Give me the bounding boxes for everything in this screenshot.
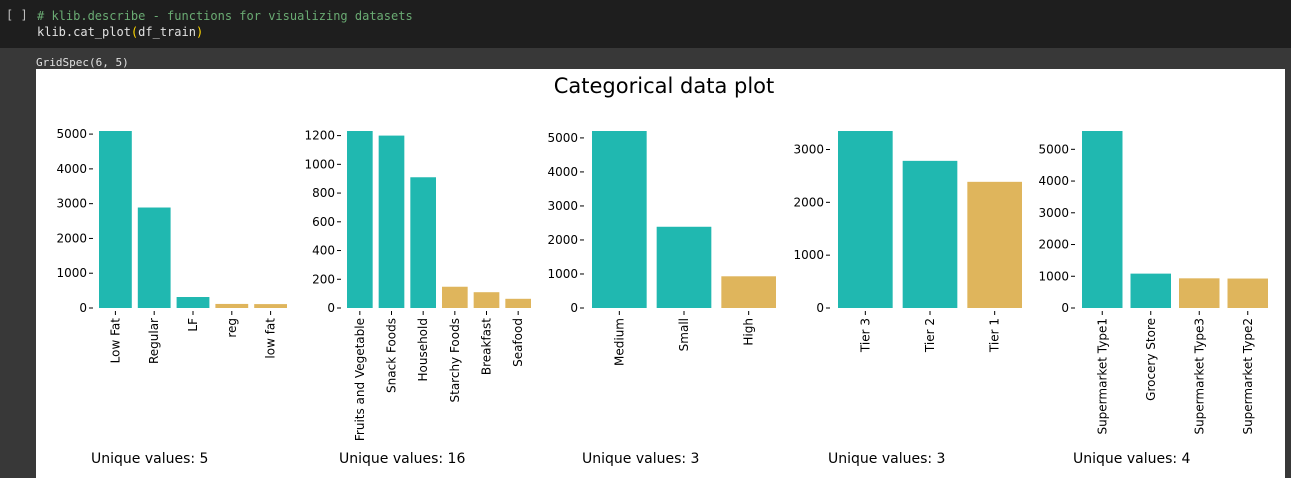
y-tick-label: 4000 bbox=[547, 165, 578, 179]
bar-supermarket-type2 bbox=[1227, 278, 1268, 308]
y-tick-label: 3000 bbox=[793, 142, 824, 156]
y-tick-label: 2000 bbox=[56, 231, 87, 245]
code-paren-open: ( bbox=[130, 25, 139, 39]
bar-medium bbox=[592, 131, 647, 308]
y-tick-label: 0 bbox=[79, 301, 87, 315]
x-tick-label: Household bbox=[416, 318, 430, 382]
y-tick-label: 2000 bbox=[793, 195, 824, 209]
x-tick-label: Fruits and Vegetable bbox=[353, 318, 367, 441]
y-tick-label: 1000 bbox=[1038, 269, 1069, 283]
code-argument: df_train bbox=[138, 25, 196, 39]
bar-lf bbox=[176, 297, 210, 308]
x-tick-label: Snack Foods bbox=[385, 318, 399, 393]
x-tick-label: Grocery Store bbox=[1144, 318, 1158, 401]
code-paren-close: ) bbox=[195, 25, 204, 39]
subplot-2: 0 200 400 600 800 1000 1200 Fruits and Vegetabl… bbox=[304, 129, 531, 467]
unique-values-label: Unique values: 16 bbox=[339, 451, 465, 467]
bar-tier-2 bbox=[902, 160, 958, 308]
subplot-3: 0 1000 2000 3000 4000 5000 Medium Small High Uniq… bbox=[547, 131, 776, 467]
x-tick-label: reg bbox=[225, 318, 239, 338]
y-tick-label: 3000 bbox=[1038, 206, 1069, 220]
y-tick-label: 5000 bbox=[56, 127, 87, 141]
y-tick-label: 1000 bbox=[56, 266, 87, 280]
x-tick-label: Supermarket Type1 bbox=[1095, 318, 1109, 435]
bar-small bbox=[656, 226, 712, 308]
bar-high bbox=[721, 276, 776, 308]
y-tick-label: 4000 bbox=[1038, 174, 1069, 188]
y-tick-label: 200 bbox=[312, 272, 335, 286]
bar-grocery-store bbox=[1130, 273, 1171, 308]
y-tick-label: 0 bbox=[816, 301, 824, 315]
unique-values-label: Unique values: 4 bbox=[1073, 451, 1191, 467]
x-tick-label: Low Fat bbox=[108, 318, 122, 364]
unique-values-label: Unique values: 3 bbox=[582, 451, 699, 467]
x-tick-label: Small bbox=[677, 318, 691, 351]
x-tick-label: Tier 2 bbox=[923, 318, 937, 353]
unique-values-label: Unique values: 3 bbox=[828, 451, 945, 467]
bar-snack-foods bbox=[378, 135, 405, 308]
bar-starchy-foods bbox=[442, 286, 468, 308]
categorical-plot-svg: Categorical data plot 010002000300040005… bbox=[56, 74, 1268, 467]
bar-seafood bbox=[505, 298, 531, 308]
code-function: klib.cat_plot bbox=[37, 25, 131, 39]
bar-regular bbox=[137, 207, 171, 308]
code-cell[interactable]: [ ] # klib.describe - functions for visu… bbox=[0, 0, 1291, 48]
bar-breakfast bbox=[473, 292, 500, 308]
y-tick-label: 600 bbox=[312, 215, 335, 229]
bar-fruits-and-vegetable bbox=[347, 131, 373, 308]
figure: Categorical data plot 0 1000 2000 3000 4000 5… bbox=[36, 69, 1285, 478]
y-tick-label: 800 bbox=[312, 186, 335, 200]
code-comment: # klib.describe - functions for visualiz… bbox=[37, 9, 413, 23]
bar-tier-1 bbox=[967, 181, 1022, 308]
y-tick-label: 2000 bbox=[1038, 238, 1069, 252]
code-editor[interactable]: # klib.describe - functions for visualiz… bbox=[37, 8, 413, 40]
bar-low-fat bbox=[99, 131, 132, 308]
x-tick-label: Tier 3 bbox=[858, 318, 872, 353]
bar-household bbox=[410, 177, 436, 308]
x-tick-label: Starchy Foods bbox=[448, 318, 462, 403]
x-tick-label: Regular bbox=[147, 318, 161, 364]
y-tick-label: 1200 bbox=[304, 129, 335, 143]
bar-reg bbox=[215, 303, 249, 308]
x-tick-label: LF bbox=[186, 318, 200, 332]
unique-values-label: Unique values: 5 bbox=[91, 451, 208, 467]
run-cell-indicator[interactable]: [ ] bbox=[6, 8, 28, 22]
y-tick-label: 0 bbox=[570, 301, 578, 315]
y-tick-label: 5000 bbox=[547, 131, 578, 145]
y-tick-label: 3000 bbox=[547, 199, 578, 213]
bar-tier-3 bbox=[838, 131, 893, 308]
y-tick-label: 1000 bbox=[793, 248, 824, 262]
y-tick-label: 400 bbox=[312, 244, 335, 258]
figure-title: Categorical data plot bbox=[554, 74, 774, 98]
x-tick-label: Medium bbox=[612, 318, 626, 366]
x-tick-label: low fat bbox=[264, 318, 278, 359]
bar-low-fat bbox=[254, 304, 287, 308]
subplot-4: 0 1000 2000 3000 Tier 3 Tier 2 Tier 1 Unique va… bbox=[793, 131, 1022, 467]
y-tick-label: 5000 bbox=[1038, 142, 1069, 156]
output-text: GridSpec(6, 5) bbox=[36, 56, 129, 69]
x-tick-label: High bbox=[742, 318, 756, 346]
x-tick-label: Breakfast bbox=[480, 318, 494, 375]
y-tick-label: 2000 bbox=[547, 233, 578, 247]
y-tick-label: 0 bbox=[327, 301, 335, 315]
x-tick-label: Supermarket Type3 bbox=[1192, 318, 1206, 435]
y-tick-label: 1000 bbox=[547, 267, 578, 281]
bar-supermarket-type3 bbox=[1179, 278, 1220, 308]
bar-supermarket-type1 bbox=[1082, 131, 1123, 308]
x-tick-label: Seafood bbox=[511, 318, 525, 367]
subplot-5: 0 1000 2000 3000 4000 5000 Supermarket Type1 Gr… bbox=[1038, 131, 1268, 467]
y-tick-label: 3000 bbox=[56, 197, 87, 211]
x-tick-label: Tier 1 bbox=[988, 318, 1002, 353]
y-tick-label: 1000 bbox=[304, 157, 335, 171]
y-tick-label: 4000 bbox=[56, 162, 87, 176]
subplot-1: 0 1000 2000 3000 4000 5000 Low Fat Regular LF reg… bbox=[56, 127, 287, 467]
x-tick-label: Supermarket Type2 bbox=[1241, 318, 1255, 435]
y-tick-label: 0 bbox=[1061, 301, 1069, 315]
